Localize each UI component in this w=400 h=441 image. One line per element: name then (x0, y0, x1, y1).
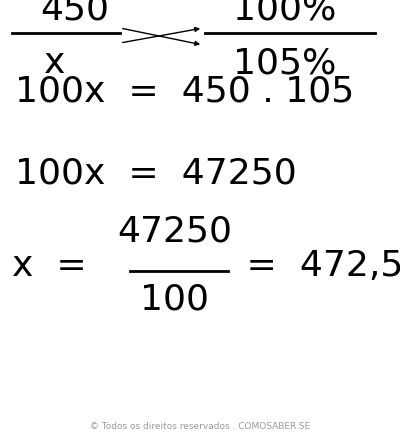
Text: x  =: x = (12, 249, 98, 283)
Text: 100: 100 (140, 283, 210, 317)
Text: 100%: 100% (233, 0, 337, 26)
Text: 100x  =  47250: 100x = 47250 (15, 156, 297, 190)
Text: x: x (44, 46, 66, 80)
Text: 100x  =  450 . 105: 100x = 450 . 105 (15, 74, 354, 108)
Text: 47250: 47250 (118, 214, 232, 248)
Text: =  472,50: = 472,50 (235, 249, 400, 283)
Text: © Todos os direitos reservados . COMOSABER.SE: © Todos os direitos reservados . COMOSAB… (90, 422, 310, 431)
Text: 450: 450 (40, 0, 110, 26)
Text: 105%: 105% (233, 46, 337, 80)
